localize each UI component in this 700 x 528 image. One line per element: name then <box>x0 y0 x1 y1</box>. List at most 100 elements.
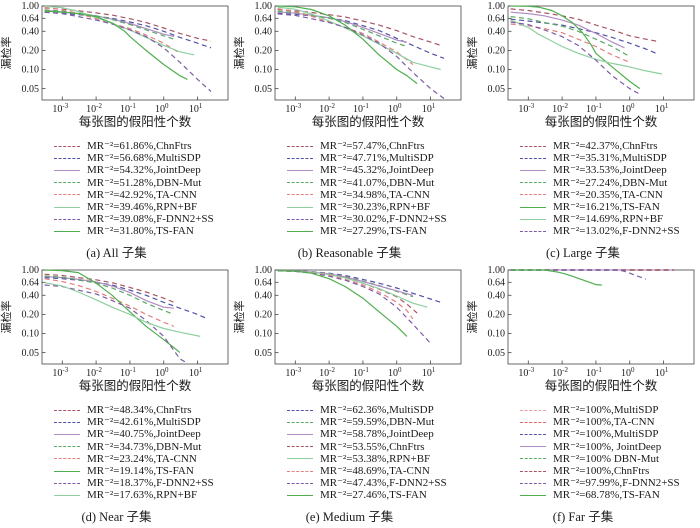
legend-line-swatch <box>520 421 546 423</box>
legend-row-TA-CNN: MR⁻²=42.92%,TA-CNN <box>54 189 233 201</box>
legend-label: MR⁻²=27.29%,TS-FAN <box>320 225 427 238</box>
legend-line-swatch <box>520 169 546 171</box>
legend-line-swatch <box>520 409 546 411</box>
curve-TS-FAN <box>44 269 181 354</box>
subplot-caption: (a) All 子集 <box>86 245 147 260</box>
x-tick-label: 101 <box>422 366 436 379</box>
legend-line-swatch <box>54 470 80 472</box>
legend-row-JointDeep: MR⁻²=100%, JointDeep <box>520 441 700 453</box>
x-tick-label: 10-2 <box>86 366 102 379</box>
y-tick-label: 0.64 <box>488 278 506 289</box>
legend-label: MR⁻²=34.98%,TA-CNN <box>320 188 430 201</box>
legend-label: MR⁻²=16.21%,TS-FAN <box>553 201 660 214</box>
miss-rate-chart-e: 1.00 0.640.40 0.20 0.10 0.05 10-3 10-2 10-1 100 1… <box>233 265 462 393</box>
legend-label: MR⁻²=53.55%,ChnFtrs <box>320 440 425 453</box>
legend-label: MR⁻²=45.32%,JointDeep <box>320 164 434 177</box>
legend-row-MultiSDP: MR⁻²=62.36%,MultiSDP <box>287 404 466 416</box>
legend-line-swatch <box>287 458 313 460</box>
legend-row-JointDeep: MR⁻²=40.75%,JointDeep <box>54 428 233 440</box>
y-axis-label: 漏检率 <box>466 37 479 70</box>
x-tick-label: 101 <box>655 102 669 115</box>
axis-box <box>507 269 695 365</box>
legend-line-swatch <box>287 470 313 472</box>
legend-label: MR⁻²=54.32%,JointDeep <box>87 164 201 177</box>
legend-line-swatch <box>54 446 80 448</box>
legend-line-swatch <box>54 421 80 423</box>
axis-box <box>507 5 695 101</box>
y-tick-label: 1.00 <box>22 265 40 276</box>
y-tick-label: 0.20 <box>22 46 40 57</box>
y-tick-label: 0.64 <box>255 14 273 25</box>
y-tick-label: 0.20 <box>488 46 506 57</box>
axis-box <box>41 269 229 365</box>
legend-row-TA-CNN: MR⁻²=23.24%,TA-CNN <box>54 453 233 465</box>
legend-row-F-DNN2+SS: MR⁻²=39.08%,F-DNN2+SS <box>54 213 233 225</box>
y-tick-label: 0.10 <box>488 65 506 76</box>
curve-F-DNN2+SS <box>277 13 445 99</box>
legend-line-swatch <box>287 206 313 208</box>
y-tick-label: 0.20 <box>488 310 506 321</box>
x-tick-label: 10-3 <box>285 366 301 379</box>
legend-row-TS-FAN: MR⁻²=31.80%,TS-FAN <box>54 225 233 237</box>
y-tick-label: 0.20 <box>255 310 273 321</box>
legend-row-F-DNN2+SS: MR⁻²=18.37%,F-DNN2+SS <box>54 477 233 489</box>
y-tick-label: 0.40 <box>255 26 273 37</box>
legend-line-swatch <box>54 145 80 147</box>
subplot-c: 1.00 0.64 0.40 0.20 0.10 0.05 10-3 10-2 10-1 100 1… <box>466 0 700 264</box>
legend-line-swatch <box>287 169 313 171</box>
curve-MultiSDP <box>510 18 657 54</box>
curve-TS-FAN <box>510 269 602 286</box>
y-axis-label: 漏检率 <box>0 301 13 334</box>
y-tick-label: 0.20 <box>22 310 40 321</box>
curve-TS-FAN <box>510 5 641 90</box>
x-tick-label: 10-2 <box>319 102 335 115</box>
curve-MultiSDP <box>44 11 212 49</box>
x-tick-label: 10-2 <box>552 366 568 379</box>
legend-line-swatch <box>520 433 546 435</box>
legend-line-swatch <box>287 157 313 159</box>
legend-line-swatch <box>520 482 546 484</box>
curve-TS-FAN <box>277 5 418 85</box>
legend-row-ChnFtrs: MR⁻²=61.86%,ChnFtrs <box>54 140 233 152</box>
legend-label: MR⁻²=34.73%,DBN-Mut <box>87 440 202 453</box>
legend-label: MR⁻²=100%, JointDeep <box>553 440 662 453</box>
legend-line-swatch <box>520 206 546 208</box>
legend-line-swatch <box>287 145 313 147</box>
x-tick-label: 10-1 <box>586 102 602 115</box>
curve-RPN+BF <box>510 19 663 75</box>
curve-F-DNN2+SS <box>510 21 639 94</box>
curve-TA-CNN <box>44 278 175 327</box>
legend-row-MultiSDP: MR⁻²=56.68%,MultiSDP <box>54 152 233 164</box>
y-axis-label: 漏检率 <box>0 37 13 70</box>
curve-JointDeep <box>277 11 408 43</box>
legend-label: MR⁻²=33.53%,JointDeep <box>553 164 667 177</box>
y-tick-label: 0.64 <box>22 14 40 25</box>
legend-label: MR⁻²=39.46%,RPN+BF <box>87 201 198 214</box>
legend-label: MR⁻²=100%,MultiSDP <box>553 428 659 441</box>
legend-e: MR⁻²=62.36%,MultiSDP MR⁻²=59.59%,DBN-Mut M… <box>287 404 466 502</box>
curve-JointDeep <box>277 270 414 296</box>
y-tick-label: 0.64 <box>255 278 273 289</box>
legend-label: MR⁻²=48.69%,TA-CNN <box>320 465 430 478</box>
legend-row-RPN+BF: MR⁻²=14.69%,RPN+BF <box>520 213 700 225</box>
legend-line-swatch <box>287 230 313 232</box>
legend-label: MR⁻²=100%,TA-CNN <box>553 416 655 429</box>
curve-TA-CNN <box>510 23 630 63</box>
legend-label: MR⁻²=42.37%,ChnFtrs <box>553 140 658 153</box>
legend-row-JointDeep: MR⁻²=54.32%,JointDeep <box>54 164 233 176</box>
curve-RPN+BF <box>44 282 201 337</box>
legend-row-TA-CNN: MR⁻²=20.35%,TA-CNN <box>520 189 700 201</box>
axis-box <box>41 5 229 101</box>
subplot-caption: (f) Far 子集 <box>552 509 614 524</box>
legend-row-DBN-Mut: MR⁻²=51.28%,DBN-Mut <box>54 177 233 189</box>
legend-row-JointDeep: MR⁻²=33.53%,JointDeep <box>520 164 700 176</box>
y-axis-label: 漏检率 <box>233 37 246 70</box>
legend-row-TS-FAN: MR⁻²=27.29%,TS-FAN <box>287 225 466 237</box>
legend-label: MR⁻²=17.63%,RPN+BF <box>87 489 198 502</box>
x-tick-label: 100 <box>388 366 402 379</box>
legend-label: MR⁻²=18.37%,F-DNN2+SS <box>87 477 214 490</box>
legend-line-swatch <box>54 194 80 196</box>
subplot-caption: (b) Reasonable 子集 <box>297 245 402 260</box>
legend-a: MR⁻²=61.86%,ChnFtrs MR⁻²=56.68%,MultiSDP M… <box>54 140 233 238</box>
curve-DBN-Mut <box>44 9 175 40</box>
